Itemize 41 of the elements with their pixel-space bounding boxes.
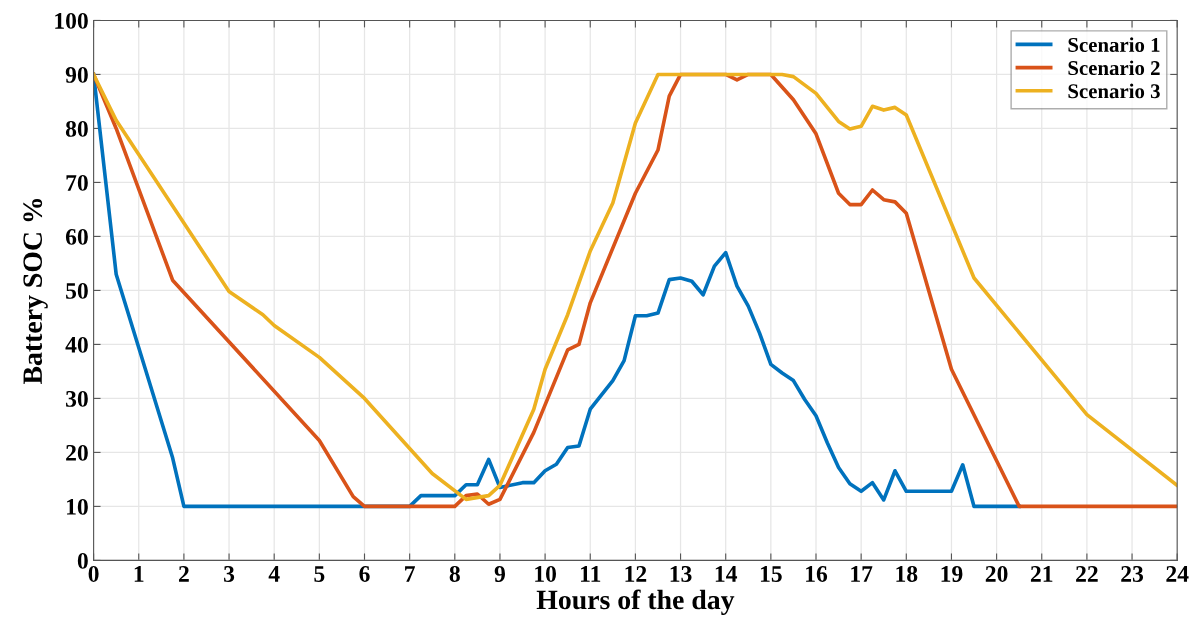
x-tick-label: 3 [224, 566, 235, 582]
x-tick-label: 0 [88, 565, 99, 582]
x-tick-label: 12 [625, 566, 647, 582]
x-tick-label: 20 [985, 565, 1008, 582]
x-tick-label: 19 [941, 566, 963, 582]
y-tick-label: 100 [55, 12, 88, 29]
x-tick-label: 23 [1121, 566, 1144, 582]
x-tick-label: 15 [760, 566, 782, 582]
legend-label: Scenario 2 [1068, 60, 1160, 76]
x-tick-label: 14 [715, 566, 738, 582]
y-tick-label: 40 [65, 336, 88, 353]
x-tick-label: 22 [1076, 566, 1098, 582]
y-axis-title: Battery SOC % [23, 198, 48, 385]
x-tick-label: 9 [494, 566, 505, 582]
y-tick-label: 90 [65, 66, 88, 83]
x-tick-label: 6 [359, 566, 370, 582]
x-tick-label: 10 [535, 565, 557, 582]
legend-label: Scenario 1 [1068, 37, 1160, 52]
x-tick-label: 4 [268, 566, 280, 582]
x-tick-label: 18 [896, 565, 918, 582]
y-tick-label: 50 [66, 282, 88, 299]
x-tick-label: 2 [178, 566, 189, 582]
x-tick-label: 7 [405, 566, 415, 582]
x-tick-label: 16 [806, 566, 828, 582]
y-tick-label: 0 [77, 552, 88, 569]
legend-label: Scenario 3 [1068, 83, 1160, 99]
x-tick-label: 17 [851, 566, 873, 582]
x-tick-label: 11 [580, 566, 601, 582]
y-tick-label: 30 [66, 390, 88, 407]
y-tick-label: 70 [66, 174, 88, 191]
x-tick-label: 1 [134, 566, 144, 582]
y-tick-label: 10 [67, 498, 88, 515]
x-tick-label: 21 [1030, 566, 1053, 582]
x-tick-label: 5 [314, 566, 325, 582]
x-tick-label: 13 [670, 566, 692, 582]
y-tick-label: 60 [65, 228, 88, 245]
x-tick-label: 24 [1166, 566, 1189, 582]
y-tick-label: 80 [65, 120, 88, 137]
y-tick-label: 20 [66, 444, 88, 461]
x-tick-label: 8 [449, 565, 460, 582]
x-axis-title: Hours of the day [536, 589, 735, 616]
